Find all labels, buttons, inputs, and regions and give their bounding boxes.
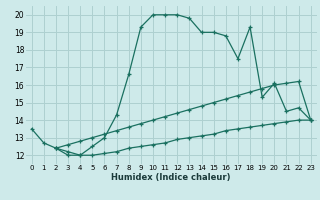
X-axis label: Humidex (Indice chaleur): Humidex (Indice chaleur) <box>111 173 231 182</box>
